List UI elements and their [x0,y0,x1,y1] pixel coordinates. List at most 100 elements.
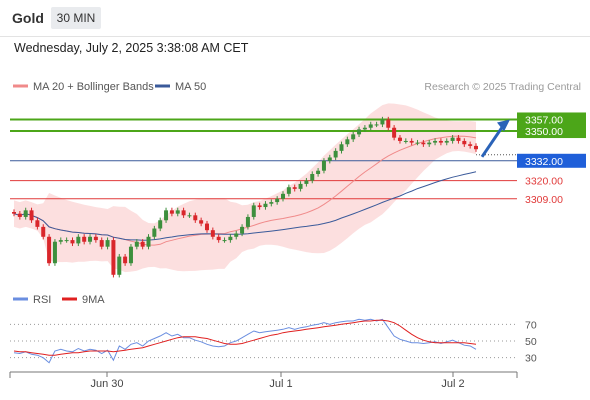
candle-body-32 [199,220,204,224]
candle-body-5 [41,226,46,237]
candle-body-73 [438,140,443,143]
candle-body-78 [468,144,473,146]
candle-body-20 [128,246,133,264]
candle-body-3 [29,210,34,221]
symbol-title: Gold [12,10,44,26]
candle-body-23 [146,236,151,247]
candle-body-22 [140,241,145,247]
candle-body-34 [210,230,215,237]
candle-body-11 [76,236,81,244]
candle-body-69 [415,142,420,144]
candle-body-51 [310,174,315,181]
rsi-panel: 70 50 30 [10,318,537,365]
ma50-line [13,171,477,241]
candle-body-33 [204,223,209,231]
candle-body-63 [380,119,385,125]
forecast-arrow [480,119,510,158]
candle-body-10 [70,240,75,244]
rsi-level-label-30: 30 [525,353,537,365]
candle-body-47 [286,187,291,194]
level-label-3350.00: 3350.00 [525,126,563,138]
candle-body-60 [362,127,367,130]
candle-body-15 [99,240,104,247]
candle-body-67 [403,140,408,142]
candle-body-77 [462,140,467,145]
forecast-arrow-head [497,119,510,132]
time-axis: Jun 30 Jul 1 Jul 2 [9,371,518,390]
credit-text: Research © 2025 Trading Central [424,81,581,93]
candle-body-56 [339,144,344,151]
candle-body-9 [64,240,69,242]
candle-body-35 [216,236,221,241]
rsi-ma-line [13,319,477,356]
time-tick-label-0: Jun 30 [90,378,123,390]
ma20-legend-label: MA 20 + Bollinger Bands [33,81,154,93]
candle-body-40 [245,216,250,227]
level-label-3357.00: 3357.00 [525,114,563,126]
candle-body-76 [456,137,461,141]
candle-body-2 [23,210,28,217]
timestamp: Wednesday, July 2, 2025 3:38:08 AM CET [14,41,249,55]
candle-body-7 [52,241,57,264]
level-badge-3350.00 [517,124,586,139]
timeframe-badge[interactable]: 30 MIN [51,7,101,29]
candle-body-41 [251,205,256,217]
level-badge-3357.00 [517,112,586,127]
time-tick-label-1: Jul 1 [269,378,292,390]
candle-body-38 [234,233,239,237]
candle-body-16 [105,240,110,247]
candle-body-48 [292,187,297,189]
rsi-level-label-70: 70 [525,319,537,331]
candle-body-64 [386,119,391,128]
forecast-arrow-shaft [480,123,506,158]
candle-body-8 [58,240,63,242]
time-tick-label-2: Jul 2 [441,378,464,390]
level-label-3309.00: 3309.00 [525,194,563,206]
moving-averages [13,135,477,246]
candle-body-50 [304,180,309,184]
candle-body-6 [47,236,52,264]
candle-body-44 [269,202,274,204]
candle-body-52 [316,170,321,174]
candle-body-62 [374,124,379,126]
candle-body-42 [257,205,262,208]
candle-body-68 [409,140,414,143]
candle-body-70 [421,142,426,145]
level-badge-3332.00 [517,153,586,168]
candle-body-1 [17,213,22,217]
candle-body-39 [240,226,245,234]
candles [12,116,478,278]
candle-body-74 [444,140,449,143]
candle-body-66 [397,137,402,141]
candle-body-25 [158,220,163,229]
bollinger-band [14,103,476,273]
candle-body-57 [345,139,350,145]
candle-body-13 [88,236,93,242]
candle-body-24 [152,228,157,237]
candle-body-79 [474,145,478,150]
candle-body-29 [181,210,186,216]
candle-body-37 [228,236,233,241]
rsi-level-label-50: 50 [525,336,537,348]
candle-body-18 [117,256,122,275]
candle-body-31 [193,215,198,221]
candle-body-0 [12,212,16,214]
candle-body-75 [450,137,455,141]
top-bar: Gold 30 MIN [0,0,590,36]
rsi-legend-label: RSI [33,294,51,306]
candle-body-46 [281,193,286,199]
rsi-line [13,318,477,364]
candle-body-49 [298,183,303,189]
level-label-3320.00: 3320.00 [525,176,563,188]
candle-body-14 [93,236,98,241]
candle-body-54 [327,157,332,161]
level-label-3332.00: 3332.00 [525,156,563,168]
candle-body-61 [368,124,373,128]
candle-body-59 [357,129,362,135]
candle-body-19 [123,256,128,264]
candle-body-17 [111,240,116,275]
candle-body-45 [275,198,280,203]
candle-body-4 [35,220,40,227]
